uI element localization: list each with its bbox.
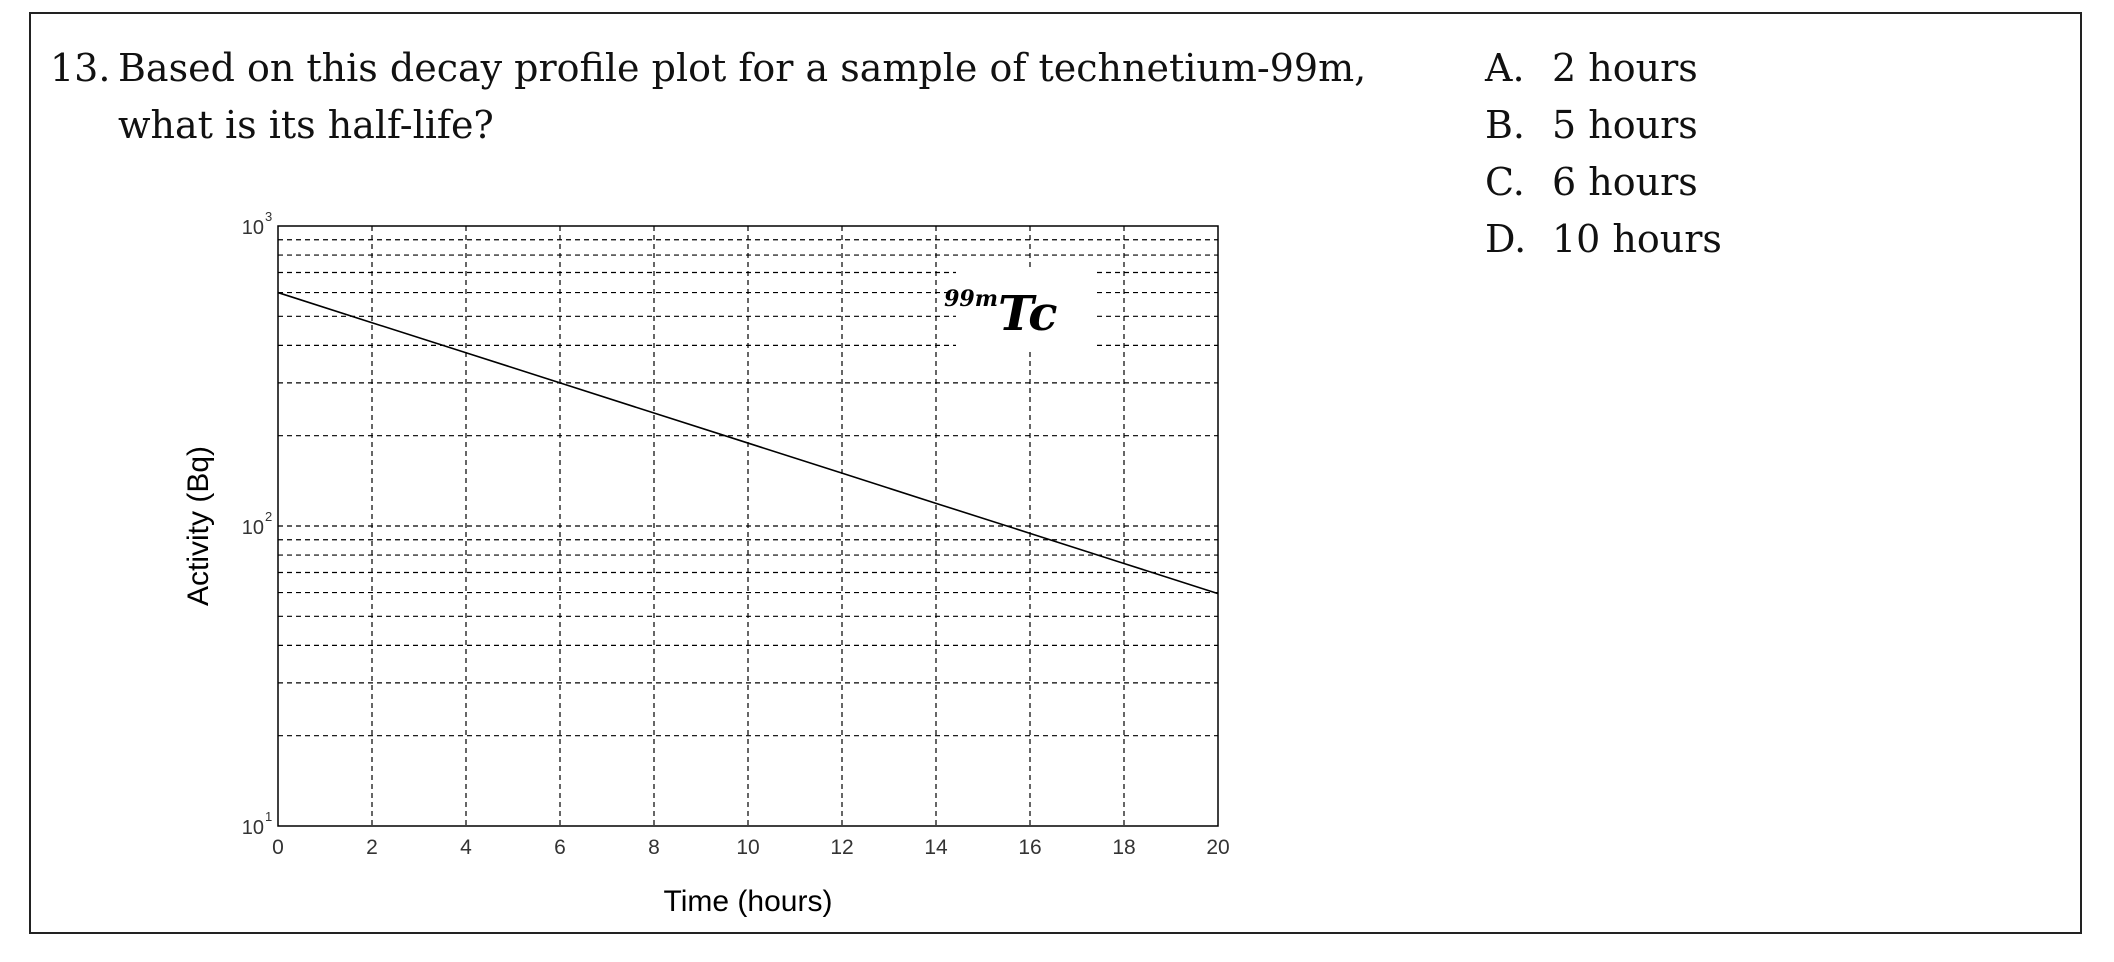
choice-text: 6 hours	[1552, 160, 1698, 204]
x-tick-label: 0	[272, 836, 284, 859]
y-tick-exponent: 3	[265, 209, 272, 224]
frame-bottom-border	[29, 932, 2082, 934]
y-tick-label: 10	[242, 217, 264, 239]
choice-text: 10 hours	[1552, 217, 1722, 261]
question-frame	[29, 14, 2082, 934]
y-axis-label: Activity (Bq)	[182, 446, 215, 606]
decay-chart: 0 2 4 6 8 10 12 14 16 18 20 10 1 10 2 10 3 Time (hours) Ac…	[120, 200, 1320, 920]
frame-top-border	[29, 12, 2082, 14]
x-tick-label: 20	[1206, 836, 1229, 859]
choice-text: 2 hours	[1552, 46, 1698, 90]
choice-letter: A.	[1485, 46, 1525, 90]
x-axis-label: Time (hours)	[664, 885, 833, 918]
plot-frame	[277, 225, 1219, 827]
y-tick-exponent: 1	[265, 809, 272, 824]
x-tick-label: 14	[924, 836, 948, 859]
x-tick-label: 16	[1018, 836, 1041, 859]
y-tick-label: 10	[242, 517, 264, 539]
annotation-background	[956, 268, 1096, 348]
x-tick-label: 18	[1112, 836, 1135, 859]
isotope-symbol: Tc	[998, 286, 1057, 342]
isotope-mass-number: 99m	[944, 286, 998, 312]
x-tick-label: 8	[648, 836, 660, 859]
question-number: 13.	[50, 46, 111, 90]
y-tick-exponent: 2	[265, 509, 272, 524]
x-tick-label: 2	[366, 836, 378, 859]
question-text: Based on this decay profile plot for a s…	[118, 46, 1367, 147]
x-tick-label: 12	[830, 836, 853, 859]
x-tick-label: 6	[554, 836, 566, 859]
y-tick-label: 10	[242, 817, 264, 839]
choice-text: 5 hours	[1552, 103, 1698, 147]
choice-letter: C.	[1485, 160, 1525, 204]
x-tick-label: 4	[460, 836, 472, 859]
decay-curve	[277, 291, 1219, 595]
x-tick-label: 10	[736, 836, 759, 859]
choice-letter: D.	[1485, 217, 1527, 261]
choice-letter: B.	[1485, 103, 1526, 147]
